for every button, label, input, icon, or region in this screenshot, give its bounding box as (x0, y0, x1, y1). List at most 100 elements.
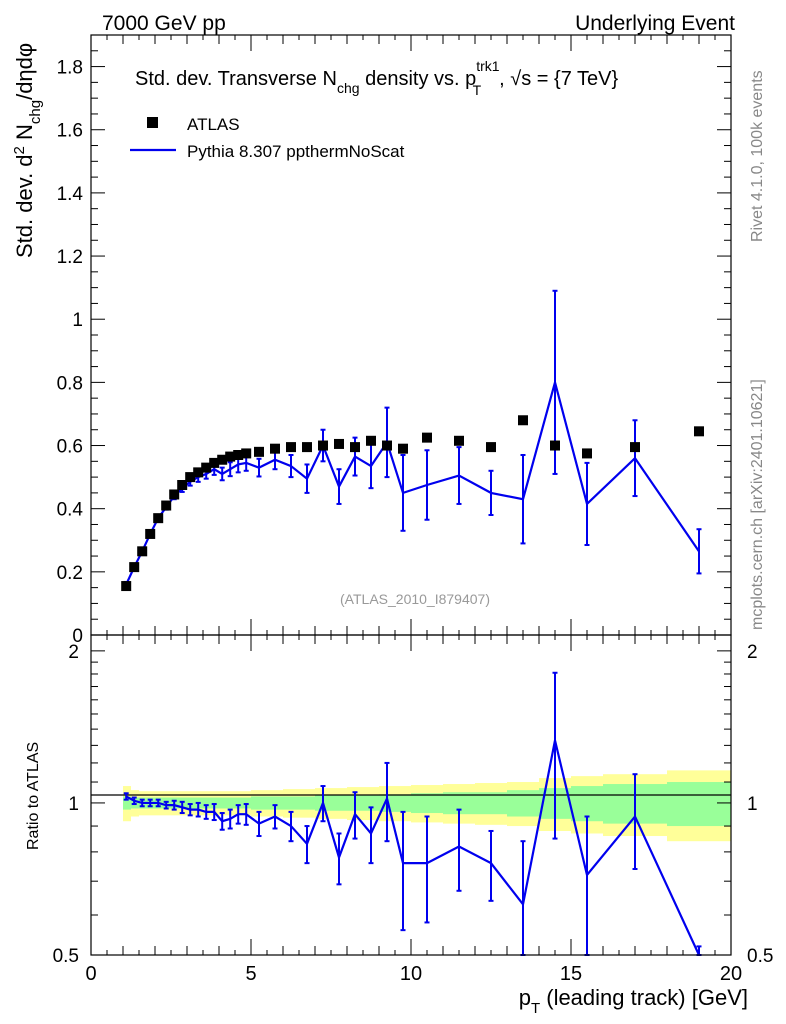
ratio-tick-label-left: 2 (68, 642, 79, 663)
ratio-band-inner (299, 796, 315, 810)
x-tick-label: 15 (560, 963, 582, 985)
x-axis-label: pT (leading track) [GeV] (519, 985, 748, 1017)
ratio-band-inner (507, 790, 539, 817)
chart-title: Std. dev. Transverse Nchg density vs. pt… (135, 58, 618, 98)
ratio-band-inner (395, 794, 411, 812)
x-tick-label: 20 (720, 963, 742, 985)
ratio-plot-frame (90, 634, 732, 956)
atlas-point (161, 500, 172, 511)
atlas-point (694, 426, 704, 437)
ratio-band-inner (235, 797, 243, 809)
atlas-point (201, 462, 212, 473)
ratio-axis-ticks: 0.5 0.5 1 1 2 2 (53, 635, 773, 967)
ratio-plot-panel: 0.5 0.5 1 1 2 2 Ratio to ATLAS (25, 634, 773, 967)
atlas-point (129, 562, 140, 573)
ratio-tick-label-right: 1 (747, 794, 758, 815)
atlas-point (398, 443, 408, 454)
ratio-band-inner (243, 797, 251, 809)
atlas-point (169, 489, 180, 500)
legend-label-atlas: ATLAS (187, 115, 240, 134)
ratio-band-inner (211, 797, 219, 809)
atlas-point (350, 442, 360, 453)
legend-label-pythia: Pythia 8.307 ppthermNoScat (187, 142, 405, 161)
rivet-label: Rivet 4.1.0, 100k events (749, 70, 766, 242)
analysis-watermark: (ATLAS_2010_I879407) (340, 591, 490, 607)
atlas-point (366, 435, 376, 446)
atlas-point (550, 440, 560, 451)
ratio-band-inner (283, 796, 299, 810)
atlas-point (217, 454, 228, 465)
atlas-point (121, 581, 132, 592)
atlas-point (630, 442, 640, 453)
ratio-band-inner (571, 786, 603, 822)
ratio-tick-label-right: 2 (747, 642, 758, 663)
y-tick-label: 1.6 (57, 121, 83, 142)
ratio-band-inner (363, 795, 379, 811)
ratio-band-inner (475, 792, 507, 815)
atlas-point (318, 440, 328, 451)
y-tick-label: 0.4 (57, 500, 84, 521)
y-tick-label: 0.2 (57, 563, 83, 584)
y-tick-label: 0.6 (57, 437, 83, 458)
atlas-point (145, 528, 156, 539)
ratio-y-axis-label: Ratio to ATLAS (25, 742, 42, 850)
ratio-band-inner (443, 792, 475, 815)
main-axis-ticks: 0 0.2 0.4 0.6 0.8 1 1.2 1.4 1.6 1.8 (57, 35, 732, 647)
main-plot-panel: 0 0.2 0.4 0.6 0.8 1 1.2 1.4 1.6 1.8 Std. dev. Tra… (11, 34, 732, 647)
ratio-tick-label-left: 0.5 (53, 946, 79, 967)
atlas-point (382, 440, 392, 451)
atlas-point (270, 443, 280, 454)
atlas-point (422, 432, 432, 443)
ratio-band-inner (123, 796, 131, 810)
atlas-point (225, 451, 236, 462)
main-y-axis-label: Std. dev. d2 Nchg/dηdφ (11, 43, 44, 258)
header-right: Underlying Event (575, 12, 735, 35)
y-tick-label: 0 (72, 626, 83, 647)
ratio-tick-label-left: 1 (68, 794, 79, 815)
ratio-band-inner (251, 796, 267, 810)
atlas-point (286, 442, 296, 453)
y-tick-label: 1.2 (57, 247, 83, 268)
y-tick-label: 1 (72, 310, 83, 331)
ratio-tick-label-right: 0.5 (747, 946, 773, 967)
x-axis-tick-labels: 0 5 10 15 20 (85, 963, 742, 985)
ratio-band-inner (187, 797, 195, 809)
atlas-point (302, 442, 312, 453)
atlas-point (241, 448, 252, 459)
x-tick-label: 0 (85, 963, 96, 985)
main-series-points (121, 415, 704, 592)
ratio-band-inner (219, 797, 227, 809)
atlas-point (137, 546, 148, 557)
ratio-band-inner (411, 793, 443, 814)
pythia-ratio-line (125, 740, 700, 956)
atlas-point (185, 472, 196, 483)
atlas-point (233, 450, 244, 460)
mcplots-label: mcplots.cern.ch [arXiv:2401.10621] (749, 379, 766, 630)
atlas-point (177, 480, 188, 490)
ratio-band-inner (267, 796, 283, 810)
atlas-point (486, 442, 496, 453)
y-tick-label: 1.8 (57, 58, 83, 79)
ratio-band-inner (203, 797, 211, 809)
ratio-series-lines (123, 671, 702, 956)
atlas-point (254, 446, 264, 457)
y-tick-label: 1.4 (57, 184, 84, 205)
ratio-band-inner (331, 795, 347, 811)
atlas-point (334, 438, 344, 449)
ratio-band-inner (667, 782, 731, 827)
y-tick-label: 0.8 (57, 373, 83, 394)
atlas-point (518, 415, 528, 426)
x-tick-label: 5 (245, 963, 256, 985)
ratio-band-inner (227, 797, 235, 809)
main-series-lines (123, 289, 702, 588)
pythia-line (125, 378, 700, 585)
atlas-point (193, 467, 204, 478)
atlas-point (582, 448, 592, 459)
legend-marker-atlas (147, 117, 158, 128)
x-tick-label: 10 (400, 963, 422, 985)
atlas-point (209, 457, 220, 468)
header-left: 7000 GeV pp (102, 12, 226, 35)
atlas-point (153, 513, 164, 524)
atlas-point (454, 435, 464, 446)
